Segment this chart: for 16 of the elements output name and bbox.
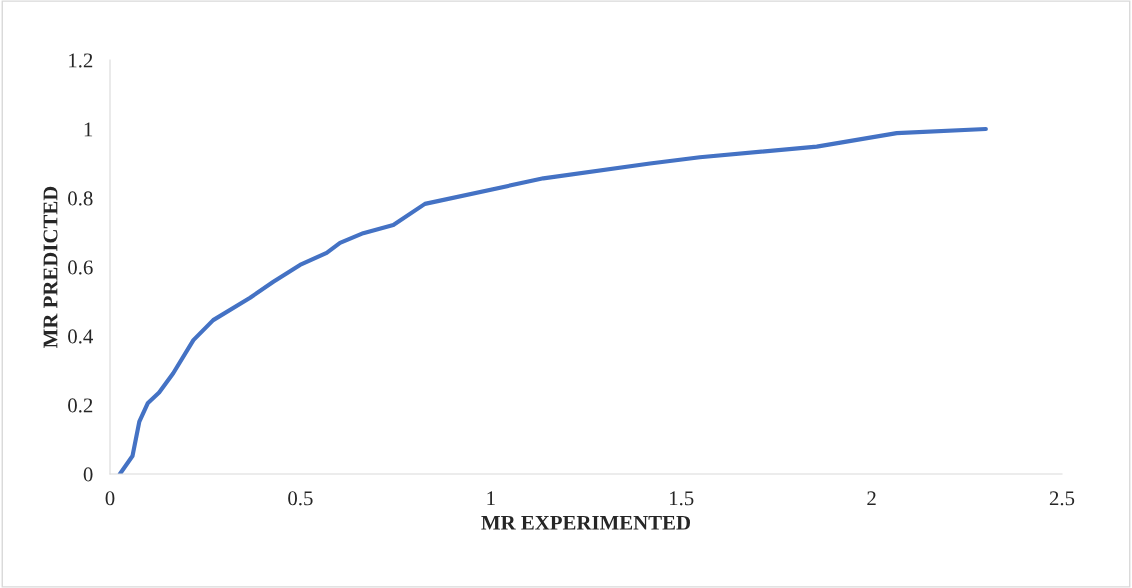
y-tick-label: 1.2 <box>69 53 93 68</box>
y-tick-label: 0.4 <box>68 329 94 344</box>
x-tick-label: 0.5 <box>288 491 313 506</box>
y-tick-label: 0 <box>83 467 93 482</box>
x-axis-title: MR EXPERIMENTED <box>481 515 691 530</box>
x-tick-label: 1 <box>487 491 495 506</box>
y-tick-label: 1 <box>84 122 93 137</box>
x-tick-label: 1.5 <box>670 491 694 506</box>
y-tick-label: 0.6 <box>68 260 93 275</box>
y-axis-title: MR PREDICTED <box>43 186 58 348</box>
line-series <box>117 126 988 474</box>
x-tick-label: 2.5 <box>1049 491 1075 506</box>
x-tick-label: 0 <box>105 491 115 506</box>
y-tick-label: 0.2 <box>68 398 93 413</box>
y-tick-label: 0.8 <box>68 191 93 206</box>
x-tick-label: 2 <box>867 491 876 506</box>
